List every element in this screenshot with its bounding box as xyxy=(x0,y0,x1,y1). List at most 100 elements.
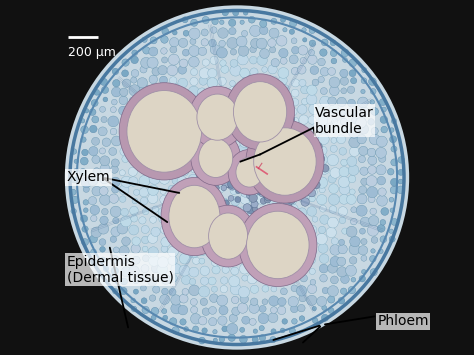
Circle shape xyxy=(312,306,316,311)
Circle shape xyxy=(264,132,272,140)
Circle shape xyxy=(129,97,137,105)
Circle shape xyxy=(371,249,375,253)
Circle shape xyxy=(292,269,297,275)
Circle shape xyxy=(111,186,119,193)
Circle shape xyxy=(307,295,317,305)
Circle shape xyxy=(320,88,328,94)
Circle shape xyxy=(200,105,208,113)
Circle shape xyxy=(300,58,307,64)
Circle shape xyxy=(210,108,218,116)
Circle shape xyxy=(330,40,336,46)
Circle shape xyxy=(351,207,357,213)
Circle shape xyxy=(329,77,340,88)
Circle shape xyxy=(288,204,298,214)
Circle shape xyxy=(339,195,349,204)
Circle shape xyxy=(121,267,132,277)
Circle shape xyxy=(190,195,196,202)
Circle shape xyxy=(198,47,207,55)
Circle shape xyxy=(271,88,281,98)
Circle shape xyxy=(129,146,136,152)
Circle shape xyxy=(143,47,150,54)
Circle shape xyxy=(199,286,210,297)
Circle shape xyxy=(199,337,205,344)
Circle shape xyxy=(113,217,119,224)
Circle shape xyxy=(339,217,346,224)
Circle shape xyxy=(299,294,306,302)
Circle shape xyxy=(188,174,199,185)
Circle shape xyxy=(213,329,217,334)
Circle shape xyxy=(359,186,367,194)
Circle shape xyxy=(259,305,266,312)
Circle shape xyxy=(217,169,222,174)
Circle shape xyxy=(171,263,181,274)
Circle shape xyxy=(309,104,320,115)
Circle shape xyxy=(119,185,129,195)
Circle shape xyxy=(348,165,359,175)
Circle shape xyxy=(292,79,300,87)
Circle shape xyxy=(226,180,233,188)
Circle shape xyxy=(150,166,160,175)
Circle shape xyxy=(132,237,140,245)
Circle shape xyxy=(244,173,252,181)
Circle shape xyxy=(308,55,317,64)
Circle shape xyxy=(239,157,246,164)
Circle shape xyxy=(271,203,279,212)
Circle shape xyxy=(250,245,259,255)
Circle shape xyxy=(259,137,267,145)
Circle shape xyxy=(153,286,160,293)
Circle shape xyxy=(219,175,227,183)
Circle shape xyxy=(319,125,328,134)
Circle shape xyxy=(169,77,177,84)
Circle shape xyxy=(248,185,255,192)
Circle shape xyxy=(267,236,276,245)
Circle shape xyxy=(210,44,220,55)
Ellipse shape xyxy=(246,120,324,203)
Circle shape xyxy=(222,326,228,332)
Circle shape xyxy=(251,135,259,143)
Circle shape xyxy=(151,307,159,315)
Circle shape xyxy=(255,163,264,172)
Circle shape xyxy=(309,40,316,47)
Circle shape xyxy=(207,78,218,88)
Circle shape xyxy=(319,226,326,234)
Circle shape xyxy=(328,175,336,183)
Circle shape xyxy=(230,187,237,195)
Circle shape xyxy=(241,115,248,123)
Circle shape xyxy=(83,208,88,213)
Circle shape xyxy=(289,29,294,34)
Circle shape xyxy=(140,118,148,126)
Circle shape xyxy=(318,115,328,125)
Circle shape xyxy=(197,118,203,125)
Circle shape xyxy=(264,206,272,214)
Circle shape xyxy=(81,157,88,165)
Circle shape xyxy=(277,306,286,315)
Circle shape xyxy=(209,129,216,137)
Circle shape xyxy=(246,157,254,164)
Circle shape xyxy=(222,202,228,208)
Circle shape xyxy=(92,186,101,196)
Circle shape xyxy=(288,274,298,284)
Circle shape xyxy=(249,303,259,313)
Circle shape xyxy=(248,157,259,168)
Circle shape xyxy=(310,127,320,136)
Circle shape xyxy=(211,218,219,225)
Circle shape xyxy=(236,135,241,140)
Circle shape xyxy=(308,187,317,197)
Circle shape xyxy=(299,316,305,321)
Circle shape xyxy=(308,148,316,155)
Circle shape xyxy=(170,318,177,325)
Circle shape xyxy=(231,267,239,275)
Circle shape xyxy=(255,168,260,173)
Circle shape xyxy=(249,87,258,95)
Circle shape xyxy=(309,247,317,255)
Circle shape xyxy=(202,308,210,316)
Circle shape xyxy=(212,18,219,24)
Circle shape xyxy=(247,174,257,184)
Circle shape xyxy=(379,249,383,253)
Circle shape xyxy=(129,206,138,215)
Circle shape xyxy=(192,326,199,332)
Circle shape xyxy=(208,277,216,285)
Circle shape xyxy=(281,166,287,172)
Circle shape xyxy=(91,99,98,106)
Circle shape xyxy=(181,219,188,226)
